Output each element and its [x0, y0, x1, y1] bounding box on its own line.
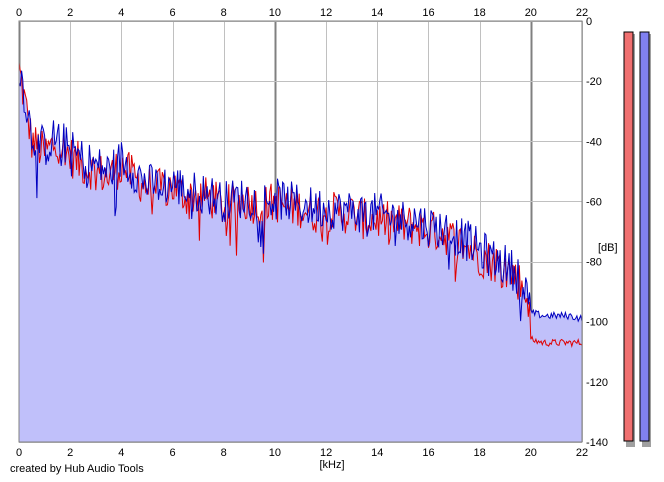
x-tick-label-top: 6	[169, 7, 175, 19]
y-axis-label: [dB]	[598, 242, 618, 254]
x-tick-label-top: 18	[474, 7, 486, 19]
x-tick-label-top: 10	[269, 7, 281, 19]
x-tick-label-top: 22	[576, 7, 588, 19]
y-tick-label: -40	[586, 136, 602, 148]
x-tick-label-bottom: 10	[269, 447, 281, 459]
y-tick-label: -80	[586, 257, 602, 269]
series-line-right-channel	[18, 70, 583, 323]
y-tick-label: -140	[586, 437, 608, 449]
x-tick-label-bottom: 2	[67, 447, 73, 459]
meter-right	[639, 31, 650, 442]
x-tick-label-top: 16	[422, 7, 434, 19]
x-tick-label-bottom: 18	[474, 447, 486, 459]
x-tick-label-bottom: 6	[169, 447, 175, 459]
y-tick-label: 0	[586, 16, 592, 28]
y-tick-label: -60	[586, 196, 602, 208]
x-tick-label-bottom: 22	[576, 447, 588, 459]
y-tick-label: -20	[586, 76, 602, 88]
plot-frame	[18, 20, 583, 443]
x-tick-label-bottom: 14	[371, 447, 383, 459]
x-tick-label-top: 14	[371, 7, 383, 19]
x-tick-label-top: 20	[525, 7, 537, 19]
spectrum-area	[19, 62, 582, 442]
x-tick-label-bottom: 4	[118, 447, 124, 459]
x-tick-label-top: 4	[118, 7, 124, 19]
x-axis-top-ticks: 0 2 4 6 8 10 12 14 16 18 20 22	[16, 7, 588, 19]
x-axis-label: [kHz]	[319, 459, 344, 471]
x-tick-label-top: 0	[16, 7, 22, 19]
x-tick-label-top: 8	[221, 7, 227, 19]
x-tick-label-bottom: 12	[320, 447, 332, 459]
x-tick-label-top: 12	[320, 7, 332, 19]
y-axis-ticks: 0 -20 -40 -60 -80 -100 -120 -140	[586, 16, 608, 449]
y-tick-label: -100	[586, 317, 608, 329]
x-tick-label-bottom: 8	[221, 447, 227, 459]
footer-credit: created by Hub Audio Tools	[10, 463, 144, 475]
y-tick-label: -120	[586, 377, 608, 389]
x-tick-label-top: 2	[67, 7, 73, 19]
meter-left	[623, 31, 634, 442]
x-tick-label-bottom: 20	[525, 447, 537, 459]
x-axis-bottom-ticks: 0 2 4 6 8 10 12 14 16 18 20 22	[16, 447, 588, 459]
x-tick-label-bottom: 0	[16, 447, 22, 459]
level-meters	[623, 31, 651, 447]
x-tick-label-bottom: 16	[422, 447, 434, 459]
